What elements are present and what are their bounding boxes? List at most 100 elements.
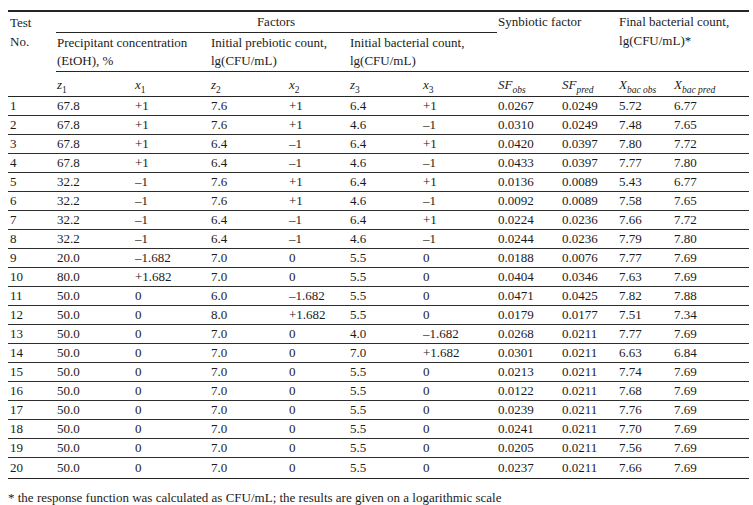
cell-z2: 7.0 [210, 362, 288, 381]
cell-sf-pred: 0.0236 [561, 229, 618, 248]
cell-test-no: 4 [8, 153, 56, 172]
header-group-prebiotic: Initial prebiotic count, lg(CFU/mL) [210, 32, 349, 71]
table-footnote: * the response function was calculated a… [8, 490, 753, 505]
header-test-line1: Test [10, 15, 31, 30]
cell-z3: 4.6 [349, 191, 422, 210]
cell-x1: +1 [134, 115, 210, 134]
cell-sf-obs: 0.0471 [497, 286, 561, 305]
header-row-variables: z1 x1 z2 x2 z3 x3 SFobs SFpred Xbac obs … [8, 71, 749, 96]
cell-test-no: 19 [8, 438, 56, 457]
col-header-z3: z3 [349, 71, 422, 96]
cell-xbac-pred: 7.69 [673, 362, 749, 381]
cell-x2: +1 [288, 191, 349, 210]
cell-x3: 0 [422, 438, 497, 457]
cell-x3: +1 [422, 134, 497, 153]
cell-z2: 7.6 [210, 191, 288, 210]
cell-sf-pred: 0.0089 [561, 191, 618, 210]
col-header-sf-pred: SFpred [561, 71, 618, 96]
header-final-bacterial-count: Final bacterial count, lg(CFU/mL)* [618, 11, 749, 71]
cell-x1: 0 [134, 457, 210, 478]
cell-x3: +1.682 [422, 343, 497, 362]
cell-x1: +1 [134, 153, 210, 172]
cell-x3: 0 [422, 362, 497, 381]
cell-z3: 6.4 [349, 210, 422, 229]
cell-x3: 0 [422, 419, 497, 438]
cell-z3: 5.5 [349, 438, 422, 457]
cell-x2: 0 [288, 457, 349, 478]
cell-xbac-obs: 7.82 [618, 286, 673, 305]
cell-x1: 0 [134, 400, 210, 419]
col-header-x3: x3 [422, 71, 497, 96]
cell-x2: –1 [288, 210, 349, 229]
cell-x1: 0 [134, 438, 210, 457]
cell-z3: 5.5 [349, 248, 422, 267]
table-row: 1550.007.005.500.02130.02117.747.69 [8, 362, 749, 381]
cell-z2: 7.6 [210, 115, 288, 134]
cell-xbac-obs: 7.76 [618, 400, 673, 419]
cell-z3: 7.0 [349, 343, 422, 362]
cell-test-no: 13 [8, 324, 56, 343]
cell-x3: 0 [422, 457, 497, 478]
cell-test-no: 5 [8, 172, 56, 191]
cell-z1: 67.8 [56, 96, 134, 115]
cell-x1: –1 [134, 172, 210, 191]
page: Test No. Factors Synbiotic factor Final … [0, 10, 753, 505]
header-test-line2: No. [10, 34, 29, 49]
cell-sf-pred: 0.0346 [561, 267, 618, 286]
cell-z2: 7.0 [210, 343, 288, 362]
cell-sf-pred: 0.0177 [561, 305, 618, 324]
cell-sf-obs: 0.0237 [497, 457, 561, 478]
table-row: 1850.007.005.500.02410.02117.707.69 [8, 419, 749, 438]
cell-xbac-pred: 6.84 [673, 343, 749, 362]
cell-xbac-pred: 7.34 [673, 305, 749, 324]
cell-z2: 7.0 [210, 400, 288, 419]
cell-z2: 6.0 [210, 286, 288, 305]
cell-sf-obs: 0.0268 [497, 324, 561, 343]
cell-test-no: 14 [8, 343, 56, 362]
cell-x1: 0 [134, 305, 210, 324]
cell-sf-obs: 0.0267 [497, 96, 561, 115]
cell-xbac-obs: 7.80 [618, 134, 673, 153]
cell-sf-obs: 0.0433 [497, 153, 561, 172]
col-header-z1: z1 [56, 71, 134, 96]
cell-z2: 7.0 [210, 381, 288, 400]
cell-z1: 32.2 [56, 210, 134, 229]
cell-sf-obs: 0.0179 [497, 305, 561, 324]
col-header-z2: z2 [210, 71, 288, 96]
table-row: 1750.007.005.500.02390.02117.767.69 [8, 400, 749, 419]
cell-z1: 50.0 [56, 400, 134, 419]
cell-x1: –1 [134, 191, 210, 210]
cell-sf-pred: 0.0089 [561, 172, 618, 191]
cell-z1: 50.0 [56, 324, 134, 343]
cell-x2: +1 [288, 172, 349, 191]
cell-xbac-obs: 7.74 [618, 362, 673, 381]
cell-sf-pred: 0.0211 [561, 324, 618, 343]
cell-xbac-obs: 7.58 [618, 191, 673, 210]
cell-xbac-pred: 7.69 [673, 400, 749, 419]
cell-z1: 32.2 [56, 191, 134, 210]
table-row: 1650.007.005.500.01220.02117.687.69 [8, 381, 749, 400]
cell-test-no: 16 [8, 381, 56, 400]
table-row: 1350.007.004.0–1.6820.02680.02117.777.69 [8, 324, 749, 343]
cell-xbac-obs: 6.63 [618, 343, 673, 362]
cell-z1: 32.2 [56, 172, 134, 191]
cell-sf-obs: 0.0310 [497, 115, 561, 134]
table-row: 920.0–1.6827.005.500.01880.00767.777.69 [8, 248, 749, 267]
cell-sf-obs: 0.0205 [497, 438, 561, 457]
cell-sf-pred: 0.0236 [561, 210, 618, 229]
header-factors: Factors [56, 11, 497, 32]
cell-xbac-obs: 5.72 [618, 96, 673, 115]
cell-x3: 0 [422, 400, 497, 419]
cell-x2: –1 [288, 134, 349, 153]
cell-x1: 0 [134, 362, 210, 381]
cell-x3: –1 [422, 115, 497, 134]
table-row: 1250.008.0+1.6825.500.01790.01777.517.34 [8, 305, 749, 324]
col-header-x2: x2 [288, 71, 349, 96]
cell-xbac-pred: 7.69 [673, 419, 749, 438]
cell-z2: 8.0 [210, 305, 288, 324]
cell-z2: 6.4 [210, 153, 288, 172]
cell-z3: 6.4 [349, 134, 422, 153]
cell-sf-obs: 0.0122 [497, 381, 561, 400]
cell-sf-obs: 0.0244 [497, 229, 561, 248]
cell-xbac-obs: 7.66 [618, 210, 673, 229]
